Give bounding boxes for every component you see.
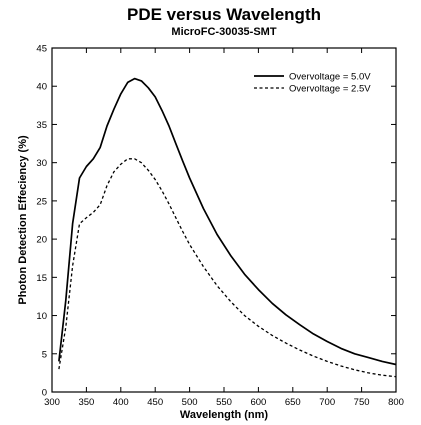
y-tick-label: 20 (36, 235, 47, 246)
y-tick-label: 10 (36, 311, 47, 322)
x-tick-label: 750 (354, 397, 370, 408)
y-tick-label: 35 (36, 120, 47, 131)
x-axis-title: Wavelength (nm) (180, 409, 269, 421)
chart-subtitle: MicroFC-30035-SMT (171, 26, 276, 38)
y-tick-label: 40 (36, 82, 47, 93)
x-tick-label: 450 (147, 397, 163, 408)
chart-title: PDE versus Wavelength (127, 5, 321, 24)
y-tick-label: 15 (36, 273, 47, 284)
legend-entry: Overvoltage = 2.5V (289, 84, 371, 95)
y-tick-label: 0 (42, 388, 47, 399)
plot-frame (51, 47, 397, 393)
x-tick-label: 700 (319, 397, 335, 408)
axis-ticks: 300 350 400 450 500 550 600 650 700 750 800 0 5 10 15 2… (36, 44, 404, 409)
x-tick-label: 600 (250, 397, 266, 408)
x-tick-label: 650 (285, 397, 301, 408)
y-axis-title: Photon Detection Effeciency (%) (17, 135, 29, 305)
series-line-overvoltage-5v (58, 77, 397, 366)
y-tick-label: 25 (36, 196, 47, 207)
x-tick-label: 350 (78, 397, 94, 408)
x-tick-label: 550 (216, 397, 232, 408)
legend-entry: Overvoltage = 5.0V (289, 72, 371, 83)
x-tick-label: 800 (388, 397, 404, 408)
series-layer (58, 77, 397, 378)
x-tick-label: 400 (113, 397, 129, 408)
x-tick-label: 500 (182, 397, 198, 408)
x-tick-label: 300 (44, 397, 60, 408)
y-tick-label: 30 (36, 158, 47, 169)
y-tick-label: 45 (36, 44, 47, 55)
series-line-overvoltage-2-5v (58, 158, 397, 378)
y-tick-label: 5 (42, 349, 47, 360)
